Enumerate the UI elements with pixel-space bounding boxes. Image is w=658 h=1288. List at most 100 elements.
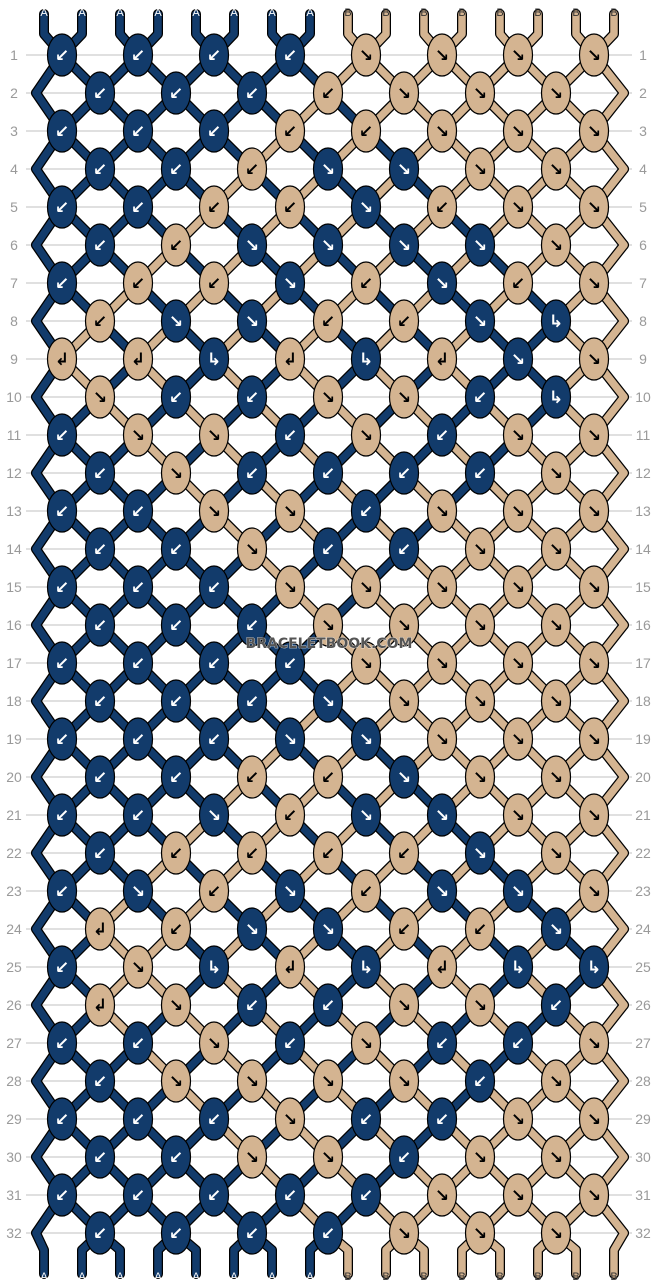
backward-forward-arrow-icon: ↲	[93, 996, 107, 1016]
backward-arrow-icon: ↙	[321, 540, 335, 560]
knot	[540, 831, 572, 875]
row-number-right: 3	[639, 123, 647, 139]
backward-arrow-icon: ↙	[131, 46, 145, 66]
knot	[502, 869, 534, 913]
strand-label-bottom: A	[154, 1271, 162, 1283]
backward-arrow-icon: ↙	[169, 844, 183, 864]
backward-arrow-icon: ↙	[359, 1110, 373, 1130]
forward-arrow-icon: ↘	[321, 616, 335, 636]
knot	[122, 413, 154, 457]
row-number-left: 17	[6, 655, 22, 671]
knot	[122, 869, 154, 913]
knot	[388, 603, 420, 647]
knot	[350, 717, 382, 761]
forward-arrow-icon: ↘	[549, 1224, 563, 1244]
row-number-right: 10	[635, 389, 651, 405]
row-number-right: 8	[639, 313, 647, 329]
strand-label-bottom: A	[40, 1271, 48, 1283]
knot	[426, 489, 458, 533]
forward-arrow-icon: ↘	[587, 1186, 601, 1206]
row-number-left: 20	[6, 769, 22, 785]
knot	[274, 1097, 306, 1141]
row-number-right: 27	[635, 1035, 651, 1051]
knot	[122, 565, 154, 609]
strand-label-bottom: B	[496, 1271, 503, 1283]
knot	[502, 413, 534, 457]
knot	[350, 489, 382, 533]
knot	[426, 565, 458, 609]
knot	[502, 565, 534, 609]
knot	[46, 109, 78, 153]
knot	[578, 1021, 610, 1065]
forward-arrow-icon: ↘	[283, 274, 297, 294]
forward-arrow-icon: ↘	[587, 806, 601, 826]
strand-label-bottom: A	[192, 1271, 200, 1283]
knot	[312, 527, 344, 571]
backward-arrow-icon: ↙	[55, 502, 69, 522]
knot	[464, 679, 496, 723]
forward-arrow-icon: ↘	[549, 920, 563, 940]
backward-arrow-icon: ↙	[55, 1186, 69, 1206]
backward-arrow-icon: ↙	[321, 996, 335, 1016]
forward-arrow-icon: ↘	[549, 768, 563, 788]
row-number-left: 28	[6, 1073, 22, 1089]
row-number-right: 13	[635, 503, 651, 519]
knot	[540, 1211, 572, 1255]
knot	[160, 679, 192, 723]
forward-arrow-icon: ↘	[587, 578, 601, 598]
forward-arrow-icon: ↘	[511, 198, 525, 218]
backward-arrow-icon: ↙	[55, 426, 69, 446]
forward-arrow-icon: ↘	[511, 578, 525, 598]
backward-arrow-icon: ↙	[131, 730, 145, 750]
backward-arrow-icon: ↙	[169, 616, 183, 636]
knot	[46, 1021, 78, 1065]
strand-label-top: B	[458, 7, 465, 19]
row-number-left: 29	[6, 1111, 22, 1127]
backward-arrow-icon: ↙	[359, 1186, 373, 1206]
backward-arrow-icon: ↙	[55, 578, 69, 598]
row-number-right: 26	[635, 997, 651, 1013]
backward-arrow-icon: ↙	[435, 198, 449, 218]
backward-forward-arrow-icon: ↲	[435, 350, 449, 370]
knot	[236, 1059, 268, 1103]
knot	[160, 755, 192, 799]
backward-arrow-icon: ↙	[169, 1224, 183, 1244]
knot	[502, 1173, 534, 1217]
forward-arrow-icon: ↘	[587, 1034, 601, 1054]
knot	[502, 337, 534, 381]
strand-label-bottom: B	[382, 1271, 389, 1283]
backward-arrow-icon: ↙	[93, 692, 107, 712]
knot	[312, 223, 344, 267]
row-number-left: 10	[6, 389, 22, 405]
forward-arrow-icon: ↘	[169, 1072, 183, 1092]
forward-arrow-icon: ↘	[321, 236, 335, 256]
knot	[464, 1135, 496, 1179]
strand-label-bottom: A	[268, 1271, 276, 1283]
forward-arrow-icon: ↘	[511, 502, 525, 522]
forward-arrow-icon: ↘	[397, 616, 411, 636]
knot	[540, 147, 572, 191]
forward-arrow-icon: ↘	[93, 388, 107, 408]
knot	[236, 1211, 268, 1255]
knot	[312, 1211, 344, 1255]
knot	[122, 185, 154, 229]
knot	[426, 337, 458, 381]
backward-arrow-icon: ↙	[207, 1186, 221, 1206]
knot	[84, 1059, 116, 1103]
knot	[388, 679, 420, 723]
knot	[160, 1059, 192, 1103]
row-number-left: 32	[6, 1225, 22, 1241]
knot	[274, 945, 306, 989]
row-number-right: 4	[639, 161, 647, 177]
backward-arrow-icon: ↙	[207, 198, 221, 218]
knot	[502, 717, 534, 761]
knot	[426, 641, 458, 685]
knot	[578, 565, 610, 609]
knot	[426, 1097, 458, 1141]
forward-arrow-icon: ↘	[359, 654, 373, 674]
knot	[198, 565, 230, 609]
knot	[160, 603, 192, 647]
forward-arrow-icon: ↘	[245, 312, 259, 332]
knot	[122, 1173, 154, 1217]
knot	[274, 185, 306, 229]
